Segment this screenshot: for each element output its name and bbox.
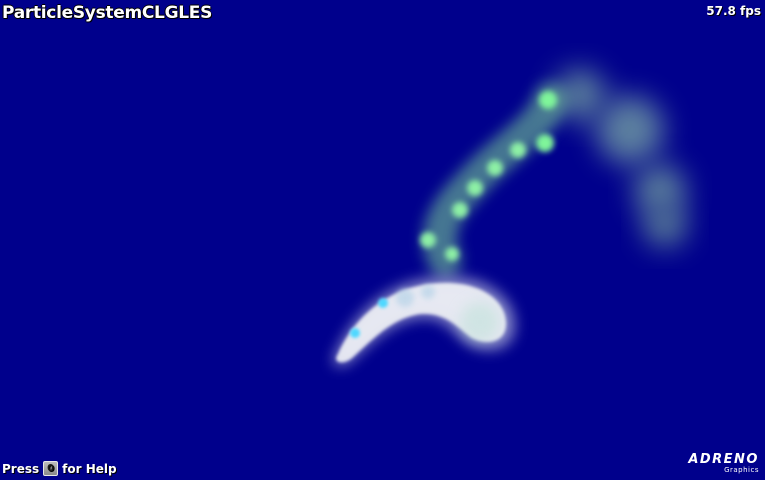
adreno-logo: ADRENO Graphics [688,452,759,474]
help-hint: Press 0 for Help [2,461,117,476]
help-key-icon[interactable]: 0 [43,461,59,476]
green-particle [445,247,459,261]
cyan-particle [350,328,360,338]
green-particle [536,134,554,152]
cyan-particle [378,298,388,308]
app-title: ParticleSystemCLGLES [2,3,213,23]
green-particle [467,180,483,196]
white-particle-comet [332,276,515,366]
green-particle [510,142,526,158]
logo-sub-text: Graphics [724,466,759,474]
fps-counter: 57.8 fps [706,4,761,18]
help-press-label: Press [2,461,40,476]
logo-main-text: ADRENO [688,452,759,467]
green-particle-trail [420,83,567,277]
green-particle [420,232,436,248]
green-particle [452,202,468,218]
green-trail-right [554,69,687,247]
green-particle [539,91,557,109]
green-particle [487,160,503,176]
help-suffix-label: for Help [62,461,117,476]
